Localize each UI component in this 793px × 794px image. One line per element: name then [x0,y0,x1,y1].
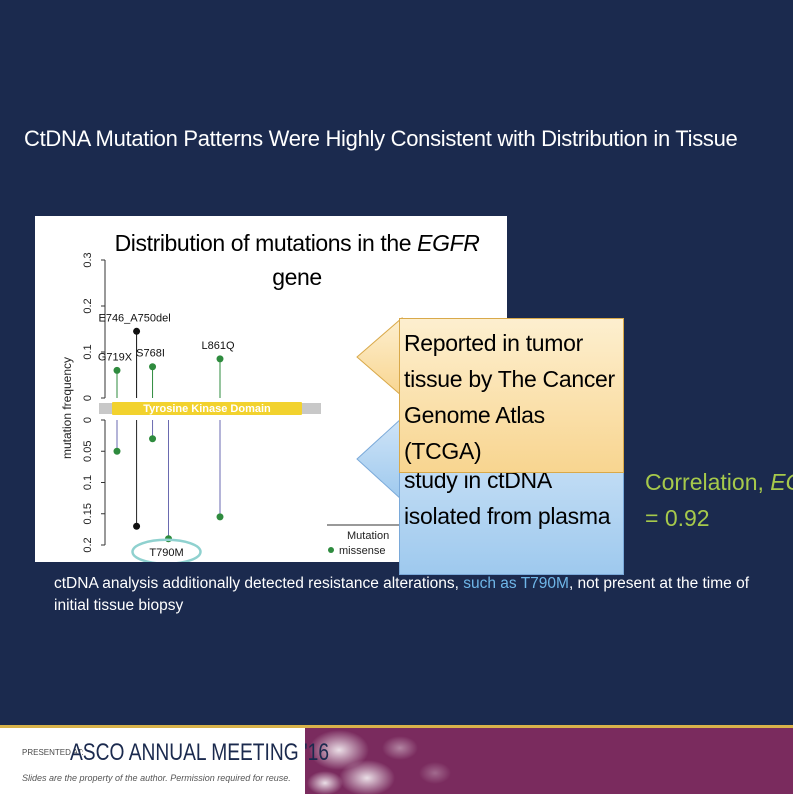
top-tick-label: 0.3 [82,252,94,267]
top-tick-label: 0.1 [82,344,94,359]
footnote-part-1: ctDNA analysis additionally detected res… [54,575,464,592]
tyrosine-kinase-domain [112,402,302,415]
chart-heading: Distribution of mutations in the EGFR gen… [97,226,497,294]
domain-label: Tyrosine Kinase Domain [143,403,271,415]
bottom-tick-label: 0.1 [82,475,94,490]
mutation-chart: 0.3 0.2 0.1 0 0 0.05 0.1 0.15 0.2 mutation freque… [60,252,407,562]
chart-heading-prefix: Distribution of mutations in the [114,230,418,256]
footnote: ctDNA analysis additionally detected res… [54,573,784,617]
tissue-point [113,366,121,374]
top-tick-label: 0.2 [82,298,94,313]
footer-gold-rule [0,725,793,728]
y-axis-label: mutation frequency [60,357,74,459]
rights-notice: Slides are the property of the author. P… [22,773,291,783]
bottom-tick-label: 0.15 [82,503,94,524]
ctdna-point [216,513,224,521]
ctdna-point [113,447,121,455]
bottom-tick-label: 0.2 [82,537,94,552]
tissue-point [216,355,224,363]
tissue-point-label: G719X [98,351,133,363]
legend-missense-swatch [328,547,334,553]
presented-at-label: PRESENTED AT: [22,748,84,757]
highlight-label: T790M [149,547,183,559]
legend-title: Mutation [347,530,389,542]
bottom-tick-label: 0 [82,417,94,423]
footnote-highlight: such as T790M [463,575,569,592]
footer: PRESENTED AT: ASCO ANNUAL MEETING '16 Sl… [0,725,793,794]
highlight-ellipse [131,538,202,562]
meeting-name: ASCO ANNUAL MEETING '16 [70,739,330,766]
tcga-callout: Reported in tumor tissue by The Cancer G… [399,318,624,473]
chart-heading-suffix: gene [272,264,322,290]
tissue-point [133,327,141,335]
tissue-point-label: S768I [136,348,165,360]
correlation-value: = 0.92 [645,505,710,531]
legend-missense-label: missense [339,545,385,557]
correlation-gene: EG [770,469,793,495]
footer-decoration [307,730,451,794]
footnote-part-2: , not present at the time of initial tis… [54,575,750,614]
correlation-text: Correlation, EG = 0.92 [645,464,793,536]
chart-heading-gene: EGFR [417,230,480,256]
bottom-tick-label: 0.05 [82,441,94,462]
slide-title: CtDNA Mutation Patterns Were Highly Cons… [24,126,738,151]
tissue-point-label: E746_A750del [98,312,170,324]
correlation-prefix: Correlation, [645,469,771,495]
ctdna-point [149,435,157,443]
ctdna-point [133,522,141,530]
top-tick-label: 0 [82,395,94,401]
tissue-point-label: L861Q [201,340,234,352]
tissue-point [149,363,157,371]
